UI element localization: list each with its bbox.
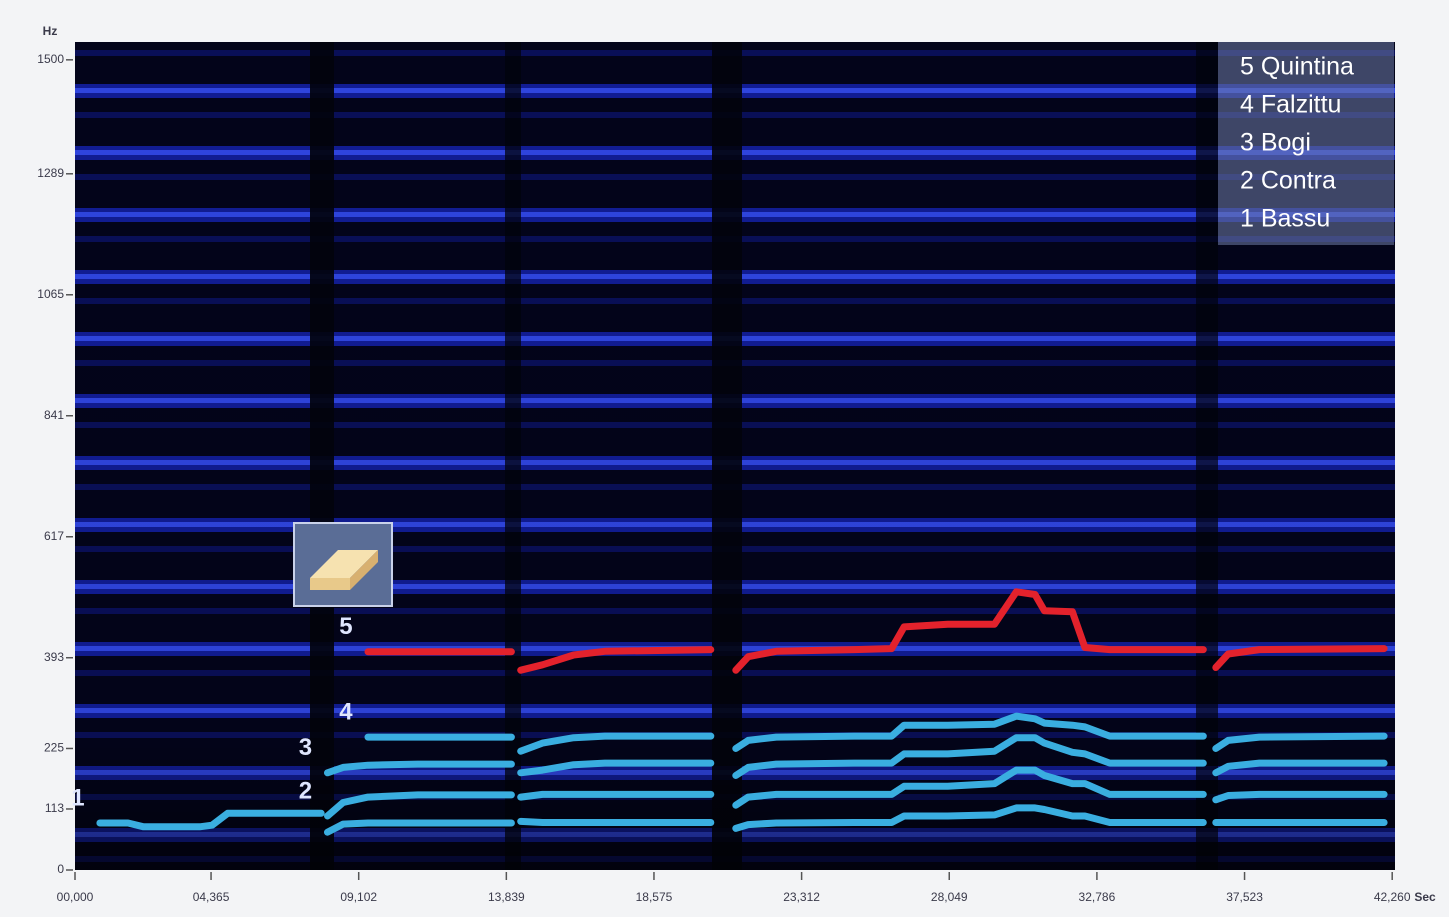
pitch-line — [364, 588, 1388, 674]
voice-label: 3 — [299, 734, 312, 761]
axes: 0 113 225 393 617 841 1065 1289 1500 00,000 04,365… — [37, 52, 1411, 904]
legend: 1 Bassu 2 Contra 3 Bogi 4 Falzittu 5 Quintin… — [1240, 53, 1354, 233]
pitch-line — [364, 712, 1388, 755]
y-tick-label: 225 — [44, 741, 64, 755]
x-tick-label: 13,839 — [488, 890, 525, 904]
x-tick-label: 28,049 — [931, 890, 968, 904]
pitch-line — [324, 766, 1388, 820]
legend-entry: 1 Bassu — [1240, 205, 1330, 233]
legend-entry: 2 Contra — [1240, 167, 1336, 195]
y-tick-label: 393 — [44, 650, 64, 664]
x-tick-label: 18,575 — [636, 890, 673, 904]
x-tick-label: 04,365 — [193, 890, 230, 904]
legend-entry: 5 Quintina — [1240, 53, 1354, 81]
voice-label: 5 — [339, 613, 352, 640]
legend-box — [1218, 42, 1394, 245]
y-tick-label: 1289 — [37, 166, 64, 180]
eraser-icon — [293, 522, 393, 607]
legend-entry: 3 Bogi — [1240, 129, 1311, 157]
pitch-line — [324, 734, 1388, 779]
voice-label: 4 — [339, 698, 353, 725]
x-tick-label: 09,102 — [340, 890, 377, 904]
x-tick-label: 42,260 — [1374, 890, 1411, 904]
y-tick-label: 1500 — [37, 52, 64, 66]
y-tick-label: 1065 — [37, 287, 64, 301]
y-tick-label: 617 — [44, 529, 64, 543]
y-tick-label: 0 — [57, 862, 64, 876]
x-tick-label: 37,523 — [1226, 890, 1263, 904]
pitch-line — [96, 804, 1388, 836]
spectrogram — [75, 42, 1395, 870]
voice-label: 1 — [71, 784, 84, 811]
y-tick-label: 113 — [45, 801, 64, 815]
y-unit: Hz — [43, 24, 58, 38]
x-unit: Sec — [1414, 890, 1436, 904]
legend-entry: 4 Falzittu — [1240, 91, 1341, 119]
x-tick-label: 23,312 — [783, 890, 820, 904]
x-tick-label: 32,786 — [1079, 890, 1116, 904]
voice-label: 2 — [299, 777, 312, 804]
y-tick-label: 841 — [44, 408, 64, 422]
pitch-lines: 1 2 34 5 — [71, 588, 1388, 836]
x-tick-label: 00,000 — [57, 890, 94, 904]
